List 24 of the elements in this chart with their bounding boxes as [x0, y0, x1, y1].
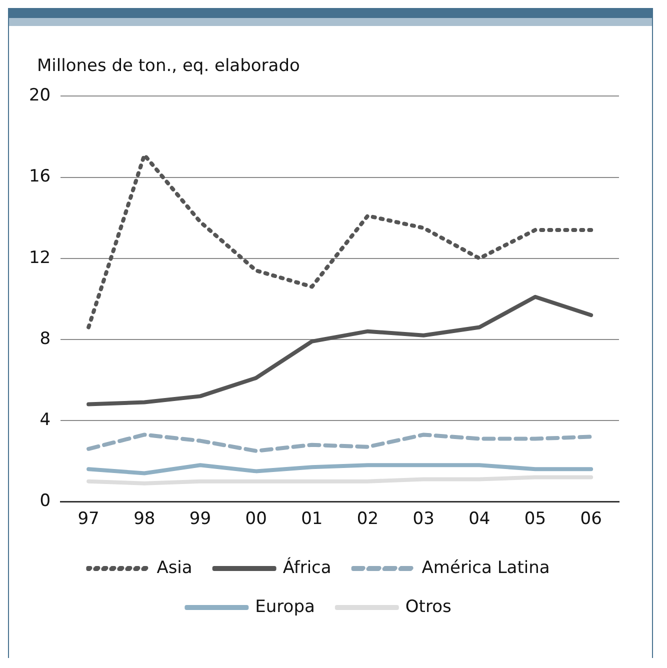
legend-label: América Latina — [422, 558, 550, 578]
legend-label: Asia — [156, 558, 192, 578]
x-tick-label: 06 — [580, 509, 602, 530]
legend-label: África — [282, 556, 332, 578]
y-axis-title: Millones de ton., eq. elaborado — [37, 56, 301, 76]
x-tick-label: 04 — [468, 509, 490, 530]
x-tick-label: 99 — [189, 509, 212, 530]
x-tick-label: 01 — [301, 509, 323, 530]
y-tick-label: 4 — [40, 410, 51, 430]
x-tick-label: 05 — [524, 509, 546, 530]
line-series — [86, 432, 594, 453]
y-tick-label: 12 — [28, 248, 51, 268]
line-series — [86, 152, 594, 330]
y-tick-label: 20 — [28, 86, 51, 106]
legend-label: Europa — [255, 596, 315, 617]
y-tick-label: 0 — [40, 491, 51, 512]
x-tick-label: 00 — [245, 509, 267, 530]
x-tick-label: 98 — [134, 509, 156, 530]
x-tick-label: 02 — [356, 509, 379, 530]
x-tick-label: 03 — [412, 509, 434, 530]
y-tick-label: 16 — [28, 166, 51, 187]
legend-label: Otros — [405, 596, 452, 617]
x-tick-label: 97 — [78, 509, 100, 530]
y-tick-label: 8 — [40, 328, 51, 349]
